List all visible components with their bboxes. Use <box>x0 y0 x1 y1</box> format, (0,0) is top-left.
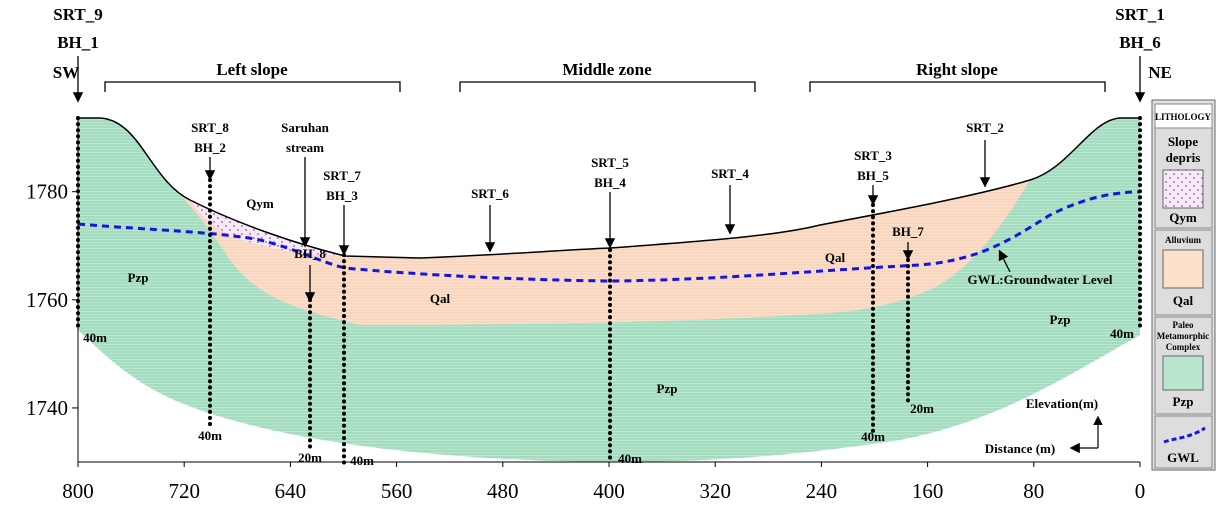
legend-text: Qal <box>1173 293 1194 308</box>
y-tick-label: 1780 <box>26 180 68 204</box>
x-tick-label: 480 <box>487 479 519 503</box>
x-tick-label: 720 <box>168 479 200 503</box>
x-tick-label: 320 <box>699 479 731 503</box>
label: BH_8 <box>294 246 326 261</box>
legend-swatch <box>1163 170 1203 208</box>
zone-label: Left slope <box>216 60 288 79</box>
unit-label: Pzp <box>128 270 149 285</box>
legend-text: Qym <box>1169 210 1197 225</box>
x-tick-label: 640 <box>275 479 307 503</box>
label: BH_5 <box>857 168 889 183</box>
label: Saruhan <box>281 120 329 135</box>
label: BH_6 <box>1119 33 1161 52</box>
y-tick-label: 1760 <box>26 288 68 312</box>
label: SRT_4 <box>711 166 749 181</box>
unit-label: Qal <box>825 250 846 265</box>
legend-text: Slope <box>1168 134 1199 149</box>
depth-label: 20m <box>910 401 934 416</box>
legend: LITHOLOGY Slope depris Qym Alluvium Qal … <box>1152 100 1215 470</box>
cross-section: SRT_9 BH_1 SW SRT_1 BH_6 NE Left slope M… <box>0 0 1218 511</box>
unit-label: Pzp <box>1050 312 1071 327</box>
label: SRT_2 <box>966 120 1004 135</box>
label: SW <box>53 63 79 82</box>
label: stream <box>286 140 324 155</box>
label: BH_1 <box>57 33 99 52</box>
zone-label: Right slope <box>916 60 998 79</box>
label: Distance (m) <box>985 441 1055 456</box>
depth-label: 40m <box>198 428 222 443</box>
label: SRT_1 <box>1115 5 1164 24</box>
label: BH_2 <box>194 140 226 155</box>
depth-label: 40m <box>1110 326 1134 341</box>
label: GWL:Groundwater Level <box>967 272 1112 287</box>
x-tick-label: 160 <box>912 479 944 503</box>
legend-text: GWL <box>1167 450 1199 465</box>
legend-text: Paleo <box>1173 320 1194 330</box>
header: SRT_9 BH_1 SW SRT_1 BH_6 NE Left slope M… <box>53 5 1172 100</box>
x-tick-label: 800 <box>62 479 94 503</box>
legend-text: Complex <box>1166 342 1201 352</box>
unit-label: Qym <box>246 196 274 211</box>
legend-swatch <box>1163 250 1203 288</box>
legend-text: depris <box>1166 150 1201 165</box>
unit-label: Qal <box>430 291 451 306</box>
depth-label: 20m <box>298 450 322 465</box>
legend-text: Metamorphic <box>1157 331 1209 341</box>
label: SRT_8 <box>191 120 229 135</box>
depth-label: 40m <box>350 453 374 468</box>
label: BH_3 <box>326 188 358 203</box>
label: SRT_6 <box>471 186 509 201</box>
label: SRT_3 <box>854 148 892 163</box>
label: Elevation(m) <box>1026 396 1098 411</box>
unit-label: Pzp <box>657 381 678 396</box>
zone-brackets <box>105 82 1105 92</box>
depth-label: 40m <box>861 429 885 444</box>
x-tick-label: 80 <box>1023 479 1044 503</box>
label: SRT_9 <box>53 5 102 24</box>
legend-swatch <box>1163 356 1203 390</box>
label: NE <box>1148 63 1172 82</box>
geology <box>78 118 1140 465</box>
legend-text: Alluvium <box>1165 235 1202 245</box>
depth-label: 40m <box>83 330 107 345</box>
label: BH_4 <box>594 175 626 190</box>
x-tick-label: 560 <box>381 479 413 503</box>
x-tick-label: 0 <box>1135 479 1146 503</box>
legend-title: LITHOLOGY <box>1155 112 1212 122</box>
x-tick-label: 240 <box>806 479 838 503</box>
y-tick-label: 1740 <box>26 396 68 420</box>
label: BH_7 <box>892 224 924 239</box>
depth-label: 40m <box>618 451 642 466</box>
label: SRT_7 <box>323 168 361 183</box>
zone-label: Middle zone <box>562 60 652 79</box>
label: SRT_5 <box>591 155 629 170</box>
x-tick-label: 400 <box>593 479 625 503</box>
legend-text: Pzp <box>1173 394 1194 409</box>
